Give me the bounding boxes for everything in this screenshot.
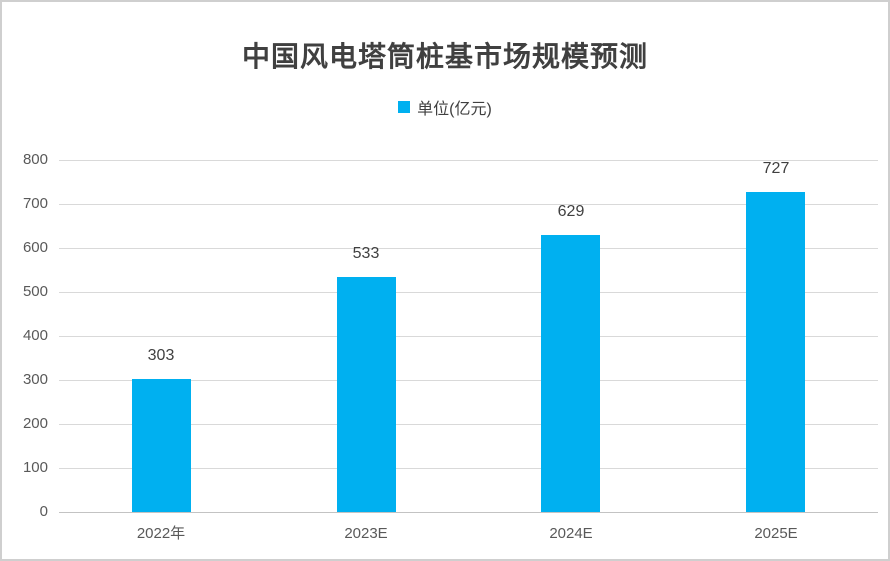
bar: [746, 192, 805, 512]
gridline: [59, 248, 878, 249]
bar: [541, 235, 600, 512]
y-tick-label: 700: [22, 195, 48, 212]
chart-title: 中国风电塔筒桩基市场规模预测: [241, 41, 648, 72]
bar: [132, 379, 191, 512]
x-tick-label: 2023E: [344, 525, 388, 542]
x-tick-label: 2022年: [136, 525, 186, 542]
gridline: [59, 292, 878, 293]
bar: [337, 277, 396, 512]
bar-value-label: 533: [352, 245, 380, 262]
y-tick-label: 200: [22, 415, 48, 432]
x-tick-label: 2024E: [549, 525, 593, 542]
gridline: [59, 204, 878, 205]
gridline: [59, 468, 878, 469]
gridline: [59, 160, 878, 161]
y-tick-label: 500: [22, 283, 48, 300]
legend-label: 单位(亿元): [417, 101, 492, 118]
y-tick-label: 600: [22, 239, 48, 256]
y-tick-label: 300: [22, 371, 48, 388]
y-tick-label: 800: [22, 151, 48, 168]
gridline: [59, 336, 878, 337]
y-tick-label: 0: [39, 503, 48, 520]
x-axis-line: [59, 512, 878, 513]
legend-marker-icon: [398, 101, 411, 113]
y-tick-label: 400: [22, 327, 48, 344]
bar-value-label: 303: [147, 347, 175, 364]
legend: 单位(亿元): [2, 95, 888, 119]
bar-value-label: 629: [557, 203, 585, 220]
bar-value-label: 727: [762, 160, 790, 177]
gridline: [59, 380, 878, 381]
gridline: [59, 424, 878, 425]
y-tick-label: 100: [22, 459, 48, 476]
x-tick-label: 2025E: [754, 525, 798, 542]
